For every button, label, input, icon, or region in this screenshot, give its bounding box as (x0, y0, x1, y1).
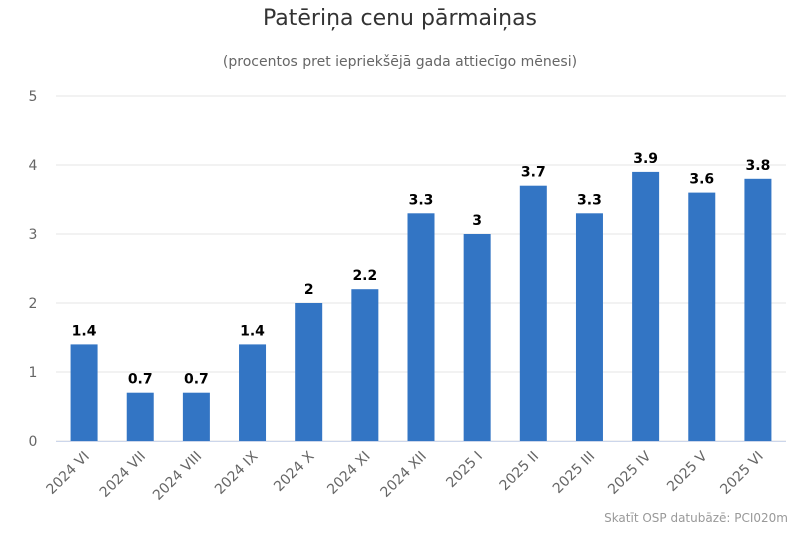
bar (239, 344, 267, 441)
y-tick-label: 2 (29, 296, 38, 312)
x-tick-label: 2025 V (664, 448, 711, 495)
y-tick-label: 0 (29, 434, 38, 450)
bar (70, 344, 98, 441)
y-tick-label: 5 (29, 89, 38, 105)
x-tick-label: 2025 I (443, 449, 486, 492)
source-credit-link[interactable]: Skatīt OSP datubāzē: PCI020m (604, 511, 788, 525)
bar (688, 192, 716, 441)
chart-title: Patēriņa cenu pārmaiņas (262, 6, 538, 31)
data-label: 1.4 (240, 323, 265, 339)
bar (126, 392, 154, 441)
data-label: 3.3 (577, 192, 602, 208)
x-tick-label: 2025 VI (717, 449, 766, 498)
bar (519, 185, 547, 441)
bar (632, 171, 660, 441)
x-tick-label: 2024 X (271, 448, 318, 495)
x-tick-label: 2024 VII (97, 449, 149, 501)
data-label: 3 (472, 213, 482, 229)
x-tick-label: 2024 VI (44, 449, 93, 498)
data-label: 0.7 (128, 372, 153, 388)
bar (182, 392, 210, 441)
y-tick-label: 1 (29, 365, 38, 381)
bar (463, 234, 491, 441)
x-tick-label: 2025 IV (605, 448, 655, 498)
data-label: 1.4 (72, 323, 97, 339)
bar (407, 213, 435, 441)
data-label: 3.9 (633, 151, 658, 167)
bar (744, 178, 772, 442)
chart-subtitle: (procentos pret iepriekšējā gada attiecī… (222, 54, 578, 70)
data-label: 2 (304, 282, 314, 298)
data-label: 3.3 (409, 192, 434, 208)
x-tick-label: 2024 XII (378, 449, 430, 501)
bar (295, 303, 323, 441)
data-label: 3.6 (689, 172, 714, 188)
x-tick-label: 2024 IX (212, 448, 262, 498)
x-tick-label: 2024 VIII (150, 449, 205, 504)
data-label: 3.8 (746, 158, 771, 174)
bar (351, 289, 379, 441)
y-tick-label: 3 (29, 227, 38, 243)
data-label: 0.7 (184, 372, 209, 388)
y-tick-label: 4 (29, 158, 38, 174)
data-label: 3.7 (521, 165, 546, 181)
x-tick-label: 2024 XI (324, 449, 373, 498)
x-tick-label: 2025 III (550, 449, 598, 497)
bar (575, 213, 603, 441)
x-tick-label: 2025 II (497, 449, 542, 494)
data-label: 2.2 (352, 268, 377, 284)
